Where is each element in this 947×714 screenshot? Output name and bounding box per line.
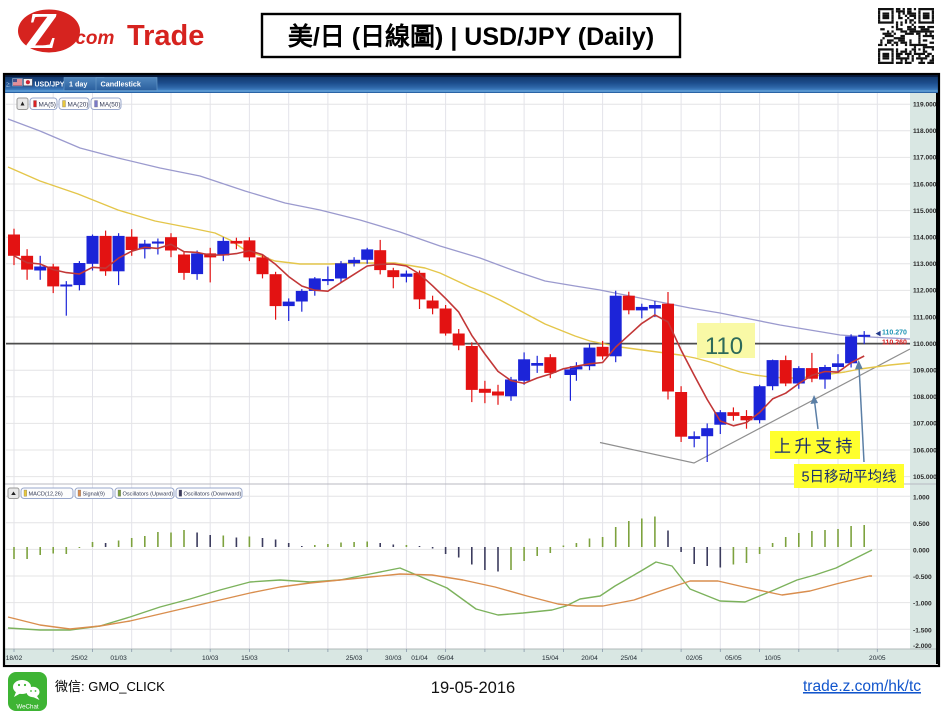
svg-text:.com: .com bbox=[70, 28, 114, 49]
svg-text:0.000: 0.000 bbox=[913, 548, 930, 555]
svg-text:Z: Z bbox=[25, 3, 58, 60]
svg-text:20/04: 20/04 bbox=[581, 655, 598, 662]
svg-text:上升支持: 上升支持 bbox=[774, 437, 856, 456]
svg-text:WeChat: WeChat bbox=[16, 704, 39, 711]
svg-text:30/03: 30/03 bbox=[385, 655, 402, 662]
svg-text:1.000: 1.000 bbox=[913, 494, 930, 501]
svg-text:20/05: 20/05 bbox=[869, 655, 886, 662]
svg-text:01/03: 01/03 bbox=[110, 655, 127, 662]
svg-text:MACD(12,26): MACD(12,26) bbox=[29, 492, 63, 498]
svg-text:119.000: 119.000 bbox=[913, 102, 937, 109]
svg-text:01/04: 01/04 bbox=[411, 655, 428, 662]
svg-text:116.000: 116.000 bbox=[913, 181, 937, 188]
svg-text:114.000: 114.000 bbox=[913, 235, 937, 242]
svg-text:110.260: 110.260 bbox=[882, 339, 907, 346]
svg-text:USD/JPY: USD/JPY bbox=[35, 82, 65, 89]
svg-text:10/05: 10/05 bbox=[764, 655, 781, 662]
svg-text:10/03: 10/03 bbox=[202, 655, 219, 662]
svg-text:110.000: 110.000 bbox=[913, 341, 937, 348]
svg-text:Trade: Trade bbox=[127, 20, 204, 52]
svg-text:107.000: 107.000 bbox=[913, 421, 937, 428]
svg-text:-2.000: -2.000 bbox=[913, 643, 932, 650]
svg-text:15/03: 15/03 bbox=[241, 655, 258, 662]
svg-text:115.000: 115.000 bbox=[913, 208, 937, 215]
svg-text:-1.000: -1.000 bbox=[913, 601, 932, 608]
svg-text:19-05-2016: 19-05-2016 bbox=[431, 679, 515, 697]
svg-text:02/05: 02/05 bbox=[686, 655, 703, 662]
svg-text:5日移动平均线: 5日移动平均线 bbox=[801, 469, 896, 486]
svg-text:25/02: 25/02 bbox=[71, 655, 88, 662]
svg-text:112.000: 112.000 bbox=[913, 288, 937, 295]
svg-text:Oscillators (Upward): Oscillators (Upward) bbox=[123, 492, 174, 498]
svg-text:15/04: 15/04 bbox=[542, 655, 559, 662]
svg-text:108.000: 108.000 bbox=[913, 394, 937, 401]
svg-text:Candlestick: Candlestick bbox=[101, 80, 141, 89]
svg-text:113.000: 113.000 bbox=[913, 261, 937, 268]
svg-text:-1.500: -1.500 bbox=[913, 627, 932, 634]
svg-text:MA(20): MA(20) bbox=[68, 102, 89, 109]
svg-text:1 day: 1 day bbox=[69, 80, 87, 89]
svg-text:110: 110 bbox=[705, 333, 743, 360]
svg-text:MA(5): MA(5) bbox=[39, 102, 56, 109]
svg-text:2:: 2: bbox=[6, 83, 11, 89]
svg-text:109.000: 109.000 bbox=[913, 368, 937, 375]
svg-text:117.000: 117.000 bbox=[913, 155, 937, 162]
svg-text:Oscillators (Downward): Oscillators (Downward) bbox=[184, 492, 242, 498]
svg-text:美/日 (日線圖) | USD/JPY (Daily): 美/日 (日線圖) | USD/JPY (Daily) bbox=[288, 22, 654, 51]
svg-text:-0.500: -0.500 bbox=[913, 574, 932, 581]
svg-text:118.000: 118.000 bbox=[913, 128, 937, 135]
svg-text:25/03: 25/03 bbox=[346, 655, 363, 662]
svg-text:25/04: 25/04 bbox=[621, 655, 638, 662]
svg-text:110.270: 110.270 bbox=[882, 330, 907, 337]
svg-text:105.000: 105.000 bbox=[913, 474, 937, 481]
svg-text:MA(50): MA(50) bbox=[100, 102, 121, 109]
svg-text:0.500: 0.500 bbox=[913, 521, 930, 528]
svg-text:Signal(9): Signal(9) bbox=[83, 492, 106, 498]
svg-text:05/04: 05/04 bbox=[437, 655, 454, 662]
svg-text:111.000: 111.000 bbox=[913, 314, 936, 321]
svg-text:18/02: 18/02 bbox=[6, 655, 23, 662]
svg-text:05/05: 05/05 bbox=[725, 655, 742, 662]
svg-text:微信: GMO_CLICK: 微信: GMO_CLICK bbox=[55, 679, 165, 694]
svg-text:trade.z.com/hk/tc: trade.z.com/hk/tc bbox=[803, 678, 921, 695]
svg-text:106.000: 106.000 bbox=[913, 447, 937, 454]
